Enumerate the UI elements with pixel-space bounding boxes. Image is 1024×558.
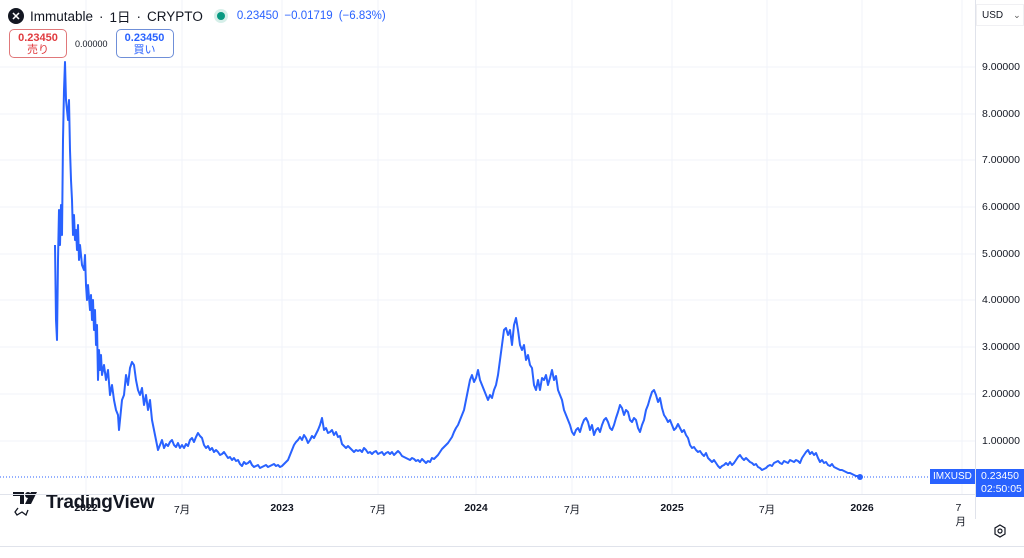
last-price-dot — [857, 474, 863, 480]
time-label: 7月 — [369, 504, 387, 516]
tradingview-logo[interactable]: TradingView — [12, 490, 155, 516]
sell-button[interactable]: 0.23450 売り — [9, 29, 67, 58]
time-label: 7月 — [563, 504, 581, 516]
chevron-down-icon: ⌄ — [1013, 9, 1021, 20]
buy-price: 0.23450 — [124, 31, 165, 44]
last-price: 0.23450 — [236, 10, 279, 22]
price-label: 6.00000 — [982, 201, 1020, 213]
tradingview-logo-icon — [13, 492, 37, 516]
time-label: 2023 — [270, 502, 294, 514]
price-chart-svg — [0, 0, 975, 494]
symbol-tag: IMXUSD — [930, 469, 975, 484]
exchange: CRYPTO — [147, 8, 203, 24]
currency-select[interactable]: USD ⌄ — [976, 4, 1024, 26]
price-change-pct: (−6.83%) — [338, 10, 386, 22]
time-label: 2022 — [74, 502, 98, 514]
tradingview-wordmark: TradingView — [46, 492, 155, 513]
separator: · — [99, 8, 104, 24]
time-axis[interactable]: 2022 7月 2023 7月 2024 7月 2025 7月 2026 7月 — [0, 494, 975, 528]
spread-value: 0.00000 — [75, 38, 108, 49]
symbol-name[interactable]: Immutable — [30, 8, 94, 24]
interval[interactable]: 1日 — [109, 10, 131, 25]
chart-pane[interactable]: ✕ Immutable · 1日 · CRYPTO 0.23450 −0.017… — [0, 0, 975, 516]
price-label: 5.00000 — [982, 248, 1020, 260]
time-label: 2025 — [660, 502, 684, 514]
bottom-toolbar — [0, 546, 1024, 558]
sell-label: 売り — [27, 43, 49, 56]
time-label: 2026 — [850, 502, 874, 514]
grid-lines — [0, 0, 975, 494]
last-price-label: 0.23450 02:50:05 — [976, 469, 1024, 497]
price-label: 7.00000 — [982, 154, 1020, 166]
time-label: 2024 — [464, 502, 488, 514]
price-label: 1.00000 — [982, 435, 1020, 447]
trade-panel: 0.23450 売り 0.00000 0.23450 買い — [9, 29, 174, 58]
last-price-value: 0.23450 — [981, 470, 1019, 482]
price-line — [54, 61, 861, 478]
price-label: 8.00000 — [982, 108, 1020, 120]
sell-price: 0.23450 — [18, 31, 58, 44]
separator: · — [136, 8, 142, 24]
price-label: 2.00000 — [982, 388, 1020, 400]
time-label: 7月 — [758, 504, 776, 516]
symbol-header: ✕ Immutable · 1日 · CRYPTO 0.23450 −0.017… — [8, 6, 386, 26]
currency-label: USD — [982, 9, 1004, 21]
bar-countdown: 02:50:05 — [981, 483, 1022, 495]
chart-settings-gear-icon[interactable] — [993, 524, 1007, 538]
price-label: 4.00000 — [982, 294, 1020, 306]
price-change: −0.01719 — [284, 10, 333, 22]
time-label: 7月 — [173, 504, 191, 516]
time-label: 7月 — [955, 502, 967, 528]
immutable-logo-icon: ✕ — [8, 8, 24, 24]
price-label: 3.00000 — [982, 341, 1020, 353]
market-status-icon — [216, 12, 225, 20]
price-label: 9.00000 — [982, 61, 1020, 73]
buy-button[interactable]: 0.23450 買い — [115, 29, 174, 58]
price-axis[interactable]: USD ⌄ 9.00000 8.00000 7.00000 6.00000 5.… — [975, 0, 1024, 519]
buy-label: 買い — [133, 43, 156, 56]
